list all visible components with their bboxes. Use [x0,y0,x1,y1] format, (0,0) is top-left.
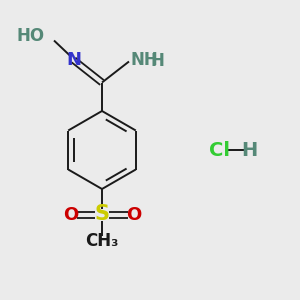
Text: O: O [63,206,78,224]
Text: NH: NH [130,51,158,69]
Text: N: N [66,51,81,69]
Text: O: O [126,206,141,224]
Text: Cl: Cl [208,140,230,160]
Text: H: H [151,52,165,70]
Text: HO: HO [17,27,45,45]
Text: S: S [94,205,110,224]
Text: CH₃: CH₃ [85,232,119,250]
Text: H: H [241,140,257,160]
